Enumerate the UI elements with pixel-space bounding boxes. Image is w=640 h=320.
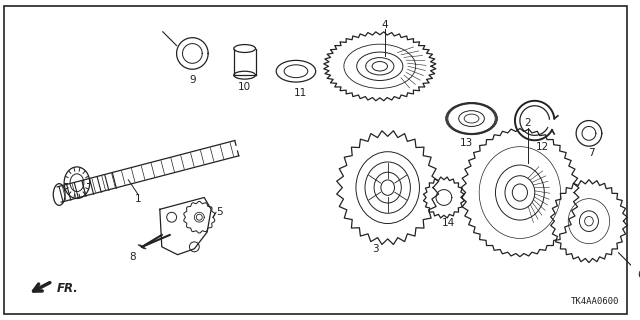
Text: 11: 11 [294, 88, 307, 98]
Text: 2: 2 [524, 118, 531, 129]
Text: 13: 13 [460, 138, 473, 148]
Text: TK4AA0600: TK4AA0600 [571, 297, 620, 306]
Text: 1: 1 [135, 195, 141, 204]
Text: 14: 14 [442, 218, 456, 228]
Text: 10: 10 [238, 82, 252, 92]
Text: 5: 5 [216, 207, 222, 217]
Text: 7: 7 [589, 148, 595, 158]
Text: 12: 12 [536, 142, 549, 152]
Text: 3: 3 [372, 244, 379, 254]
Text: FR.: FR. [57, 282, 79, 295]
Text: 9: 9 [189, 75, 196, 85]
Text: 8: 8 [129, 252, 136, 262]
Text: 4: 4 [381, 20, 388, 30]
Text: 6: 6 [637, 270, 640, 280]
